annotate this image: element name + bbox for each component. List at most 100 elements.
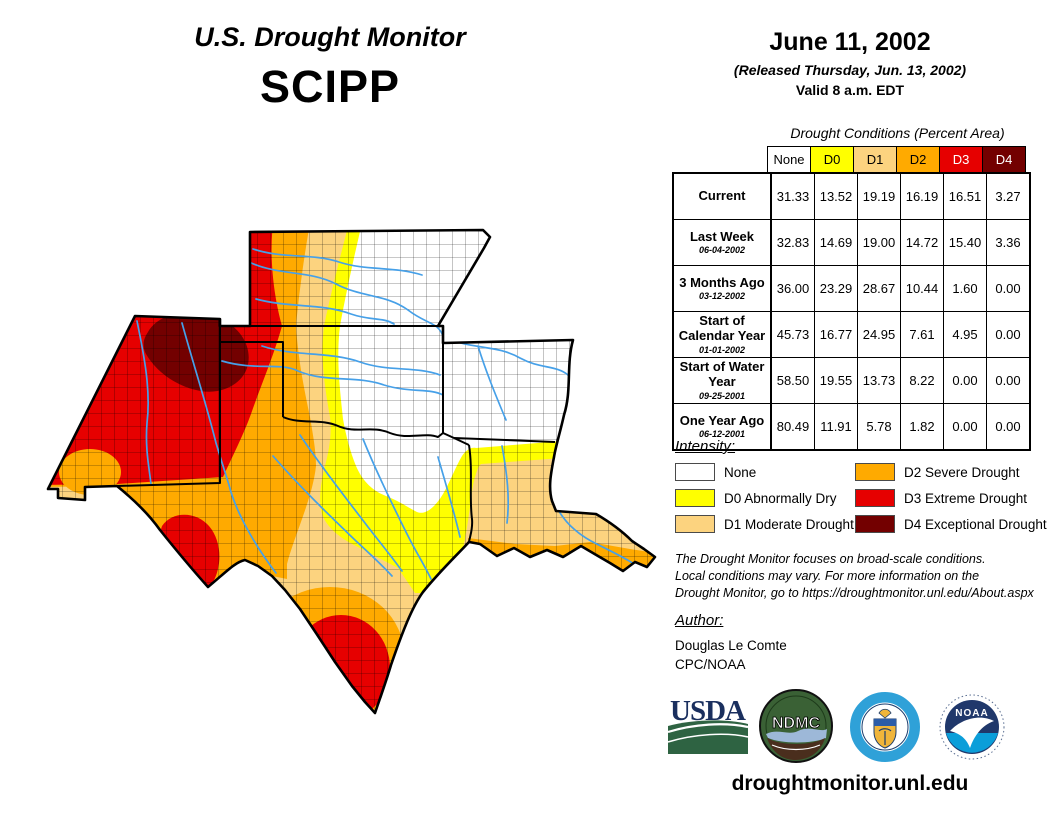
- cell-value: 15.40: [943, 219, 987, 266]
- cell-value: 16.19: [900, 172, 944, 220]
- cell-value: 5.78: [857, 403, 901, 451]
- cell-value: 31.33: [770, 172, 815, 220]
- cell-value: 1.60: [943, 265, 987, 312]
- cell-value: 13.52: [814, 172, 858, 220]
- legend-item-d4: D4 Exceptional Drought: [855, 515, 1047, 533]
- table-row: Current 31.33 13.52 19.19 16.19 16.51 3.…: [672, 172, 1031, 220]
- row-label: Start of Water Year: [679, 359, 765, 389]
- cell-value: 0.00: [986, 403, 1031, 451]
- map-outline: [46, 228, 657, 715]
- row-label: One Year Ago: [679, 412, 765, 428]
- cell-value: 19.00: [857, 219, 901, 266]
- table-row: 3 Months Ago 03-12-2002 36.00 23.29 28.67…: [672, 265, 1031, 312]
- row-date: 06-12-2001: [698, 429, 746, 440]
- date-block: June 11, 2002 (Released Thursday, Jun. 1…: [672, 28, 1028, 98]
- table-row: Start of Calendar Year 01-01-2002 45.73 1…: [672, 311, 1031, 358]
- row-date: 01-01-2002: [698, 344, 746, 355]
- row-date: 03-12-2002: [698, 291, 746, 302]
- cell-value: 80.49: [770, 403, 815, 451]
- author-name: Douglas Le Comte: [675, 638, 787, 653]
- cell-value: 0.00: [943, 403, 987, 451]
- cell-value: 8.22: [900, 357, 944, 404]
- cell-value: 4.95: [943, 311, 987, 358]
- legend-swatch-none: [675, 463, 715, 481]
- cell-value: 19.55: [814, 357, 858, 404]
- table-caption: Drought Conditions (Percent Area): [790, 125, 1005, 141]
- legend-item-d2: D2 Severe Drought: [855, 463, 1020, 481]
- cell-value: 32.83: [770, 219, 815, 266]
- table-row: Start of Water Year 09-25-2001 58.50 19.5…: [672, 357, 1031, 404]
- cell-value: 16.77: [814, 311, 858, 358]
- valid-time: Valid 8 a.m. EDT: [795, 82, 905, 98]
- legend-item-d0: D0 Abnormally Dry: [675, 489, 837, 507]
- column-header-d1: D1: [853, 146, 897, 173]
- cell-value: 36.00: [770, 265, 815, 312]
- row-label: Last Week: [689, 228, 755, 244]
- cell-value: 1.82: [900, 403, 944, 451]
- legend-item-d1: D1 Moderate Drought: [675, 515, 854, 533]
- cell-value: 16.51: [943, 172, 987, 220]
- legend-swatch-d2: [855, 463, 895, 481]
- row-date: 06-04-2002: [698, 245, 746, 256]
- cell-value: 0.00: [986, 357, 1031, 404]
- legend-swatch-d4: [855, 515, 895, 533]
- cell-value: 13.73: [857, 357, 901, 404]
- site-url: droughtmonitor.unl.edu: [731, 772, 969, 795]
- cell-value: 0.00: [943, 357, 987, 404]
- table-row: Last Week 06-04-2002 32.83 14.69 19.00 14…: [672, 219, 1031, 266]
- legend-swatch-d3: [855, 489, 895, 507]
- usda-logo: USDA: [667, 695, 749, 759]
- ndmc-logo: NDMC: [758, 688, 834, 769]
- drought-conditions-table: Current 31.33 13.52 19.19 16.19 16.51 3.…: [672, 172, 1031, 451]
- title-block: U.S. Drought Monitor SCIPP: [55, 22, 605, 113]
- cell-value: 10.44: [900, 265, 944, 312]
- cell-value: 7.61: [900, 311, 944, 358]
- commerce-seal-logo: [849, 691, 921, 768]
- row-label: Start of Calendar Year: [678, 313, 766, 343]
- cell-value: 3.36: [986, 219, 1031, 266]
- column-header-d4: D4: [982, 146, 1026, 173]
- logos-row: USDA NDMC: [664, 686, 1020, 766]
- disclaimer-text: The Drought Monitor focuses on broad-sca…: [675, 552, 1034, 600]
- author-block: Author: Douglas Le Comte CPC/NOAA: [675, 612, 787, 672]
- cell-value: 11.91: [814, 403, 858, 451]
- cell-value: 14.72: [900, 219, 944, 266]
- legend-swatch-d0: [675, 489, 715, 507]
- legend-swatch-d1: [675, 515, 715, 533]
- noaa-logo-text: NOAA: [955, 708, 988, 719]
- region-title: SCIPP: [259, 61, 401, 112]
- column-header-d2: D2: [896, 146, 940, 173]
- legend-item-d3: D3 Extreme Drought: [855, 489, 1027, 507]
- cell-value: 19.19: [857, 172, 901, 220]
- legend-item-none: None: [675, 463, 756, 481]
- cell-value: 58.50: [770, 357, 815, 404]
- cell-value: 14.69: [814, 219, 858, 266]
- rivers: [136, 248, 635, 580]
- cell-value: 0.00: [986, 265, 1031, 312]
- cell-value: 3.27: [986, 172, 1031, 220]
- page-title: U.S. Drought Monitor: [194, 22, 466, 52]
- row-date: 09-25-2001: [698, 390, 746, 401]
- cell-value: 28.67: [857, 265, 901, 312]
- map-date: June 11, 2002: [769, 28, 931, 56]
- noaa-logo: NOAA: [936, 691, 1008, 768]
- column-header-d0: D0: [810, 146, 854, 173]
- legend-heading: Intensity:: [675, 438, 736, 455]
- table-header-row: None D0 D1 D2 D3 D4: [767, 146, 1026, 173]
- cell-value: 0.00: [986, 311, 1031, 358]
- drought-map-svg: [46, 228, 657, 715]
- table-row: One Year Ago 06-12-2001 80.49 11.91 5.78 …: [672, 403, 1031, 451]
- cell-value: 45.73: [770, 311, 815, 358]
- release-date: (Released Thursday, Jun. 13, 2002): [733, 62, 967, 78]
- cell-value: 24.95: [857, 311, 901, 358]
- column-header-none: None: [767, 146, 811, 173]
- author-org: CPC/NOAA: [675, 657, 746, 672]
- cell-value: 23.29: [814, 265, 858, 312]
- ndmc-logo-text: NDMC: [772, 715, 820, 732]
- row-label: 3 Months Ago: [679, 274, 765, 290]
- state-borders: [116, 325, 556, 543]
- drought-map: [10, 205, 660, 730]
- author-heading: Author:: [675, 612, 724, 629]
- row-label: Current: [698, 188, 746, 204]
